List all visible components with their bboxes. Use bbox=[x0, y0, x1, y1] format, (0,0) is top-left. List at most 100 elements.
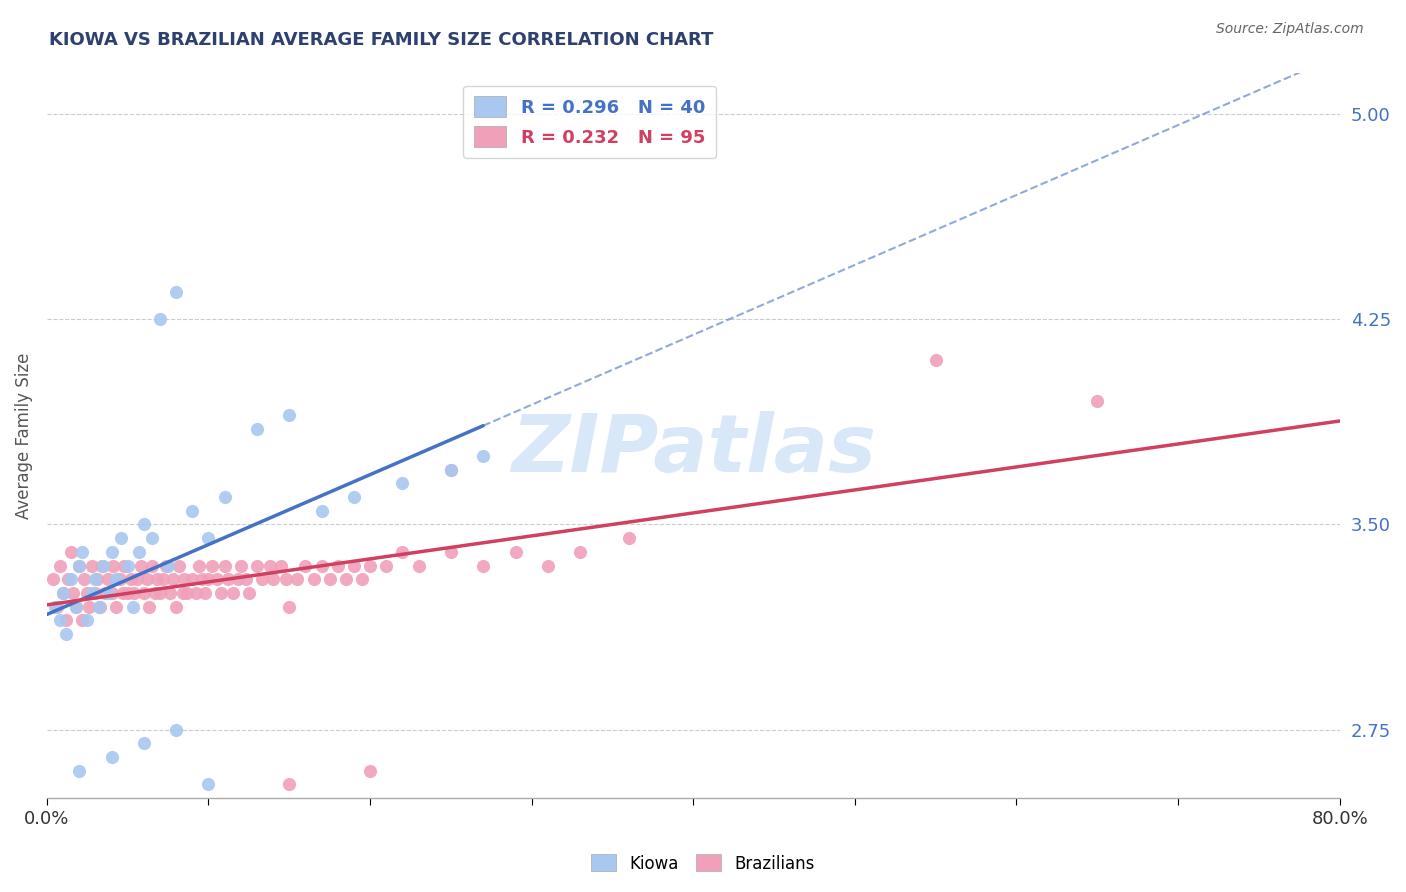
Point bbox=[162, 572, 184, 586]
Point bbox=[45, 599, 67, 614]
Point bbox=[149, 586, 172, 600]
Point bbox=[82, 558, 104, 573]
Point bbox=[146, 572, 169, 586]
Point bbox=[155, 558, 177, 573]
Point bbox=[343, 558, 366, 573]
Point bbox=[141, 531, 163, 545]
Point bbox=[350, 572, 373, 586]
Point bbox=[65, 599, 87, 614]
Text: KIOWA VS BRAZILIAN AVERAGE FAMILY SIZE CORRELATION CHART: KIOWA VS BRAZILIAN AVERAGE FAMILY SIZE C… bbox=[49, 31, 714, 49]
Point bbox=[278, 408, 301, 422]
Point bbox=[55, 613, 77, 627]
Point bbox=[343, 490, 366, 504]
Point bbox=[136, 572, 159, 586]
Point bbox=[217, 572, 239, 586]
Point bbox=[60, 572, 83, 586]
Point bbox=[132, 586, 155, 600]
Point bbox=[617, 531, 640, 545]
Point bbox=[77, 599, 100, 614]
Point bbox=[72, 613, 94, 627]
Y-axis label: Average Family Size: Average Family Size bbox=[15, 352, 32, 519]
Point bbox=[67, 558, 90, 573]
Point bbox=[89, 599, 111, 614]
Point bbox=[84, 572, 107, 586]
Point bbox=[391, 545, 413, 559]
Point bbox=[60, 545, 83, 559]
Point bbox=[55, 627, 77, 641]
Point bbox=[87, 599, 110, 614]
Point bbox=[49, 613, 72, 627]
Point bbox=[505, 545, 527, 559]
Point bbox=[197, 777, 219, 791]
Point bbox=[132, 517, 155, 532]
Point bbox=[108, 572, 131, 586]
Point bbox=[176, 586, 198, 600]
Point bbox=[52, 586, 75, 600]
Point bbox=[143, 586, 166, 600]
Point bbox=[49, 558, 72, 573]
Point bbox=[73, 572, 96, 586]
Point bbox=[127, 572, 149, 586]
Point bbox=[262, 572, 284, 586]
Point bbox=[86, 572, 108, 586]
Point bbox=[214, 490, 236, 504]
Point bbox=[440, 545, 463, 559]
Text: ZIPatlas: ZIPatlas bbox=[510, 411, 876, 489]
Point bbox=[56, 572, 79, 586]
Point bbox=[294, 558, 316, 573]
Point bbox=[52, 586, 75, 600]
Point bbox=[62, 586, 84, 600]
Text: Source: ZipAtlas.com: Source: ZipAtlas.com bbox=[1216, 22, 1364, 37]
Point bbox=[152, 572, 174, 586]
Point bbox=[129, 558, 152, 573]
Point bbox=[391, 476, 413, 491]
Point bbox=[318, 572, 340, 586]
Point bbox=[110, 531, 132, 545]
Point bbox=[278, 599, 301, 614]
Point bbox=[311, 504, 333, 518]
Point bbox=[93, 558, 115, 573]
Point bbox=[100, 586, 122, 600]
Point bbox=[285, 572, 308, 586]
Point bbox=[117, 558, 139, 573]
Point bbox=[238, 586, 260, 600]
Point bbox=[569, 545, 592, 559]
Point bbox=[76, 586, 98, 600]
Point bbox=[440, 463, 463, 477]
Point bbox=[181, 572, 204, 586]
Point bbox=[205, 572, 228, 586]
Point bbox=[201, 558, 224, 573]
Point bbox=[42, 572, 65, 586]
Point bbox=[302, 572, 325, 586]
Point bbox=[235, 572, 257, 586]
Point bbox=[100, 545, 122, 559]
Point bbox=[67, 558, 90, 573]
Point bbox=[159, 586, 181, 600]
Point bbox=[214, 558, 236, 573]
Point bbox=[375, 558, 398, 573]
Point bbox=[472, 558, 495, 573]
Point bbox=[197, 531, 219, 545]
Point bbox=[149, 312, 172, 326]
Point bbox=[1085, 394, 1108, 409]
Point bbox=[311, 558, 333, 573]
Point bbox=[67, 764, 90, 778]
Point bbox=[229, 558, 252, 573]
Point bbox=[197, 572, 219, 586]
Point bbox=[194, 586, 217, 600]
Point bbox=[76, 613, 98, 627]
Point bbox=[141, 558, 163, 573]
Point bbox=[924, 353, 946, 368]
Point bbox=[359, 764, 381, 778]
Point bbox=[326, 558, 349, 573]
Point bbox=[209, 586, 232, 600]
Point bbox=[105, 599, 128, 614]
Point bbox=[191, 572, 214, 586]
Point bbox=[90, 558, 112, 573]
Point bbox=[440, 463, 463, 477]
Point bbox=[114, 558, 136, 573]
Point bbox=[537, 558, 560, 573]
Point bbox=[226, 572, 249, 586]
Point bbox=[408, 558, 430, 573]
Point bbox=[173, 572, 195, 586]
